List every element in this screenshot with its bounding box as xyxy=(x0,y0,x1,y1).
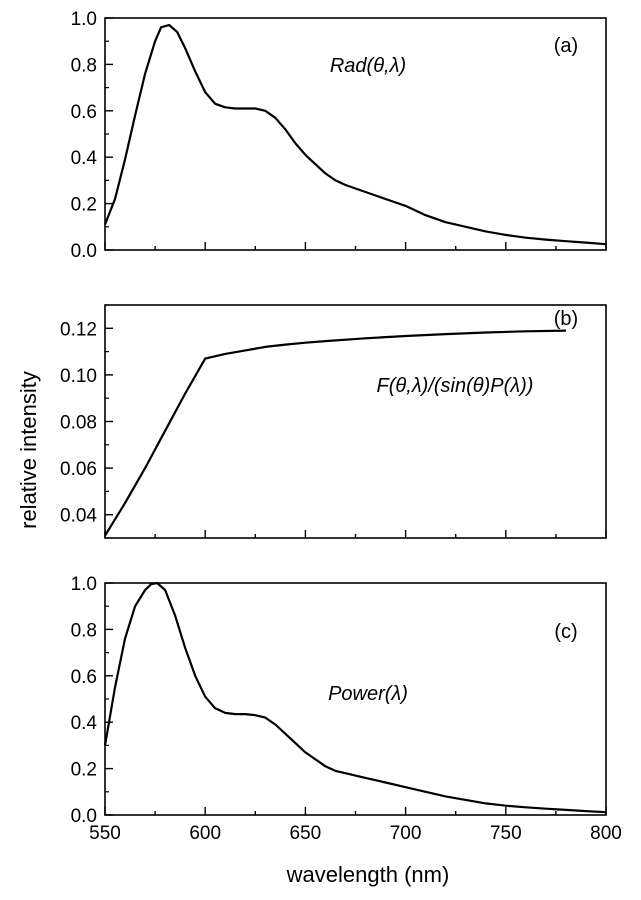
y-tick-label: 0.6 xyxy=(71,667,97,688)
y-tick-label: 0.10 xyxy=(60,366,97,387)
y-tick-label: 0.04 xyxy=(60,506,97,527)
panel-a: 0.0 0.2 0.4 0.6 0.8 1.0 Rad(θ,λ) (a) xyxy=(71,9,607,262)
y-tick-label: 0.2 xyxy=(71,195,97,216)
x-tick-label: 600 xyxy=(189,823,221,844)
y-tick-label: 0.8 xyxy=(71,620,97,641)
x-tick-label: 700 xyxy=(390,823,422,844)
panel-label: (c) xyxy=(554,621,577,643)
x-tick-label: 750 xyxy=(490,823,522,844)
x-tick-label: 650 xyxy=(290,823,322,844)
panel-label: (a) xyxy=(554,35,578,57)
x-tick-label: 800 xyxy=(590,823,622,844)
y-tick-label: 0.08 xyxy=(60,413,97,434)
y-tick-label: 0.6 xyxy=(71,102,97,123)
x-tick-label: 550 xyxy=(89,823,121,844)
curve-annotation: Rad(θ,λ) xyxy=(330,55,406,77)
panel-b: 0.04 0.06 0.08 0.10 0.12 F(θ,λ)/(sin(θ)P(λ)) (… xyxy=(60,304,607,539)
plot-frame xyxy=(104,17,607,251)
series-line xyxy=(103,581,607,814)
y-tick-label: 0.2 xyxy=(71,760,97,781)
y-tick-label: 0.4 xyxy=(71,148,98,169)
series-line xyxy=(104,329,566,537)
y-tick-label: 0.0 xyxy=(71,241,97,262)
x-axis-title: wavelength (nm) xyxy=(286,862,450,887)
y-tick-label: 0.06 xyxy=(60,459,97,480)
y-tick-label: 0.0 xyxy=(71,806,97,827)
panel-c: 550 600 650 700 750 800 0.0 0.2 0.4 0.6 0.8 1.0 Powe… xyxy=(71,574,622,844)
y-tick-label: 0.12 xyxy=(60,319,97,340)
y-tick-label: 1.0 xyxy=(71,9,97,30)
curve-annotation: F(θ,λ)/(sin(θ)P(λ)) xyxy=(377,375,534,397)
y-axis-title: relative intensity xyxy=(16,371,41,529)
y-tick-label: 0.8 xyxy=(71,55,97,76)
y-tick-label: 0.4 xyxy=(71,713,98,734)
y-tick-label: 1.0 xyxy=(71,574,97,595)
curve-annotation: Power(λ) xyxy=(328,683,408,705)
panel-label: (b) xyxy=(554,308,578,330)
series-line xyxy=(103,23,607,246)
